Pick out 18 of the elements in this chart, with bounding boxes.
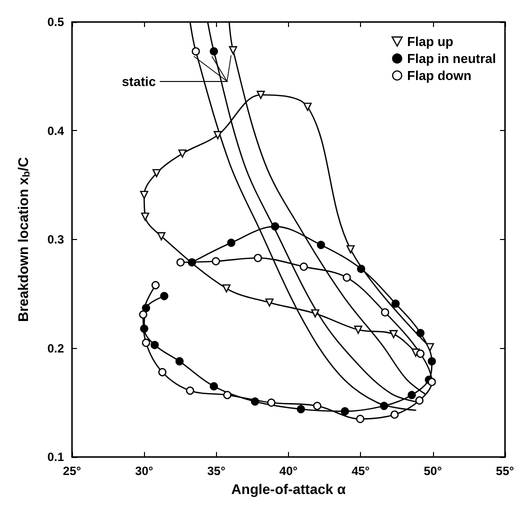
x-tick-label: 35° — [207, 464, 226, 478]
y-tick-label: 0.5 — [47, 15, 64, 29]
x-axis-title: Angle-of-attack α — [231, 480, 346, 497]
x-tick-label: 45° — [352, 464, 370, 478]
x-tick-label: 55° — [496, 464, 514, 478]
y-tick-label: 0.4 — [47, 124, 64, 138]
x-tick-label: 30° — [135, 464, 154, 478]
annotation: static — [122, 74, 156, 89]
legend-label: Flap down — [407, 68, 472, 83]
x-tick-label: 40° — [279, 464, 298, 478]
y-axis-title: Breakdown location xb/C — [15, 157, 32, 322]
legend-label: Flap in neutral — [407, 51, 496, 66]
x-tick-label: 50° — [424, 464, 442, 478]
y-tick-label: 0.2 — [47, 341, 64, 356]
y-tick-label: 0.1 — [47, 450, 64, 464]
legend-label: Flap up — [407, 34, 454, 49]
y-tick-label: 0.3 — [47, 232, 64, 246]
x-tick-label: 25° — [62, 464, 82, 478]
